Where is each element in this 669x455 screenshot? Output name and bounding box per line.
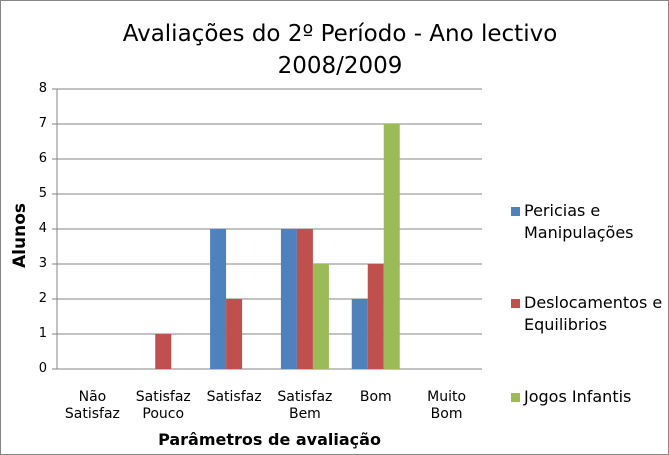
legend-swatch — [511, 207, 520, 216]
bar — [210, 229, 227, 369]
legend-swatch — [511, 393, 520, 402]
chart-title: Avaliações do 2º Período - Ano lectivo 2… — [122, 21, 558, 79]
x-axis-label: Parâmetros de avaliação — [158, 430, 381, 449]
bar — [312, 264, 329, 369]
y-tick-label: 2 — [38, 291, 47, 306]
y-tick-label: 7 — [38, 116, 47, 131]
x-tick-label: Satisfaz — [206, 389, 262, 405]
bar — [296, 229, 313, 369]
x-tick-label: Não Satisfaz — [64, 389, 120, 422]
y-tick-label: 8 — [38, 81, 47, 96]
bar — [280, 229, 297, 369]
bar — [351, 299, 368, 369]
x-tick-label: Satisfaz Bem — [277, 389, 333, 422]
y-tick-label: 3 — [38, 256, 47, 271]
y-tick-label: 4 — [38, 221, 47, 236]
bar — [155, 334, 172, 369]
bar — [367, 264, 384, 369]
y-tick-label: 5 — [38, 186, 47, 201]
legend-label: Pericias e Manipulações — [524, 201, 634, 242]
y-tick-label: 1 — [38, 326, 47, 341]
x-tick-label: Muito Bom — [427, 389, 467, 422]
y-tick-label: 0 — [38, 361, 47, 376]
x-tick-label: Satisfaz Pouco — [135, 389, 191, 422]
bar — [383, 124, 400, 369]
legend-label: Deslocamentos e Equilibrios — [524, 293, 663, 334]
x-tick-label: Bom — [359, 389, 392, 405]
legend-swatch — [511, 299, 520, 308]
y-tick-label: 6 — [38, 151, 47, 166]
legend-label: Jogos Infantis — [524, 387, 632, 406]
bar — [226, 299, 243, 369]
